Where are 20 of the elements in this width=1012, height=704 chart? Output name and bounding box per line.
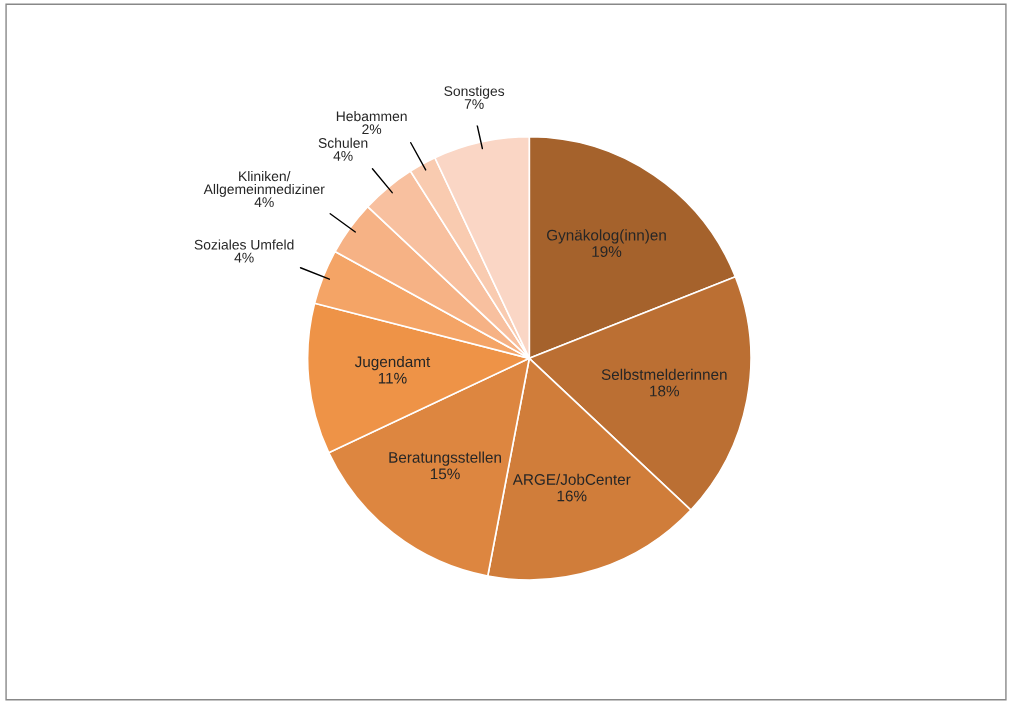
data-label: 15% <box>430 468 460 480</box>
data-label: 7% <box>464 99 484 109</box>
data-label: 4% <box>234 252 254 263</box>
slice-label: ARGE/JobCenter <box>512 473 631 485</box>
data-label: 18% <box>650 385 680 397</box>
data-label: 4% <box>254 197 274 207</box>
slice-label: Kliniken/ Allgemeinmediziner <box>203 170 325 197</box>
data-label: 11% <box>378 372 407 384</box>
slice-label: Sonstiges <box>444 85 505 99</box>
slice-label: Jugendamt <box>354 355 431 371</box>
data-label: 19% <box>592 246 622 257</box>
slice-label: Hebammen <box>336 110 407 122</box>
data-label: 16% <box>557 490 587 502</box>
data-label: 2% <box>362 124 382 135</box>
slice-label: Selbstmelderinnen <box>601 368 727 380</box>
slice-label: Soziales Umfeld <box>194 239 294 250</box>
data-label: 4% <box>333 151 353 161</box>
slice-label: Beratungsstellen <box>389 451 501 466</box>
slice-label: Schulen <box>318 137 368 148</box>
slice-label: Gynäkolog(inn)en <box>547 229 666 244</box>
